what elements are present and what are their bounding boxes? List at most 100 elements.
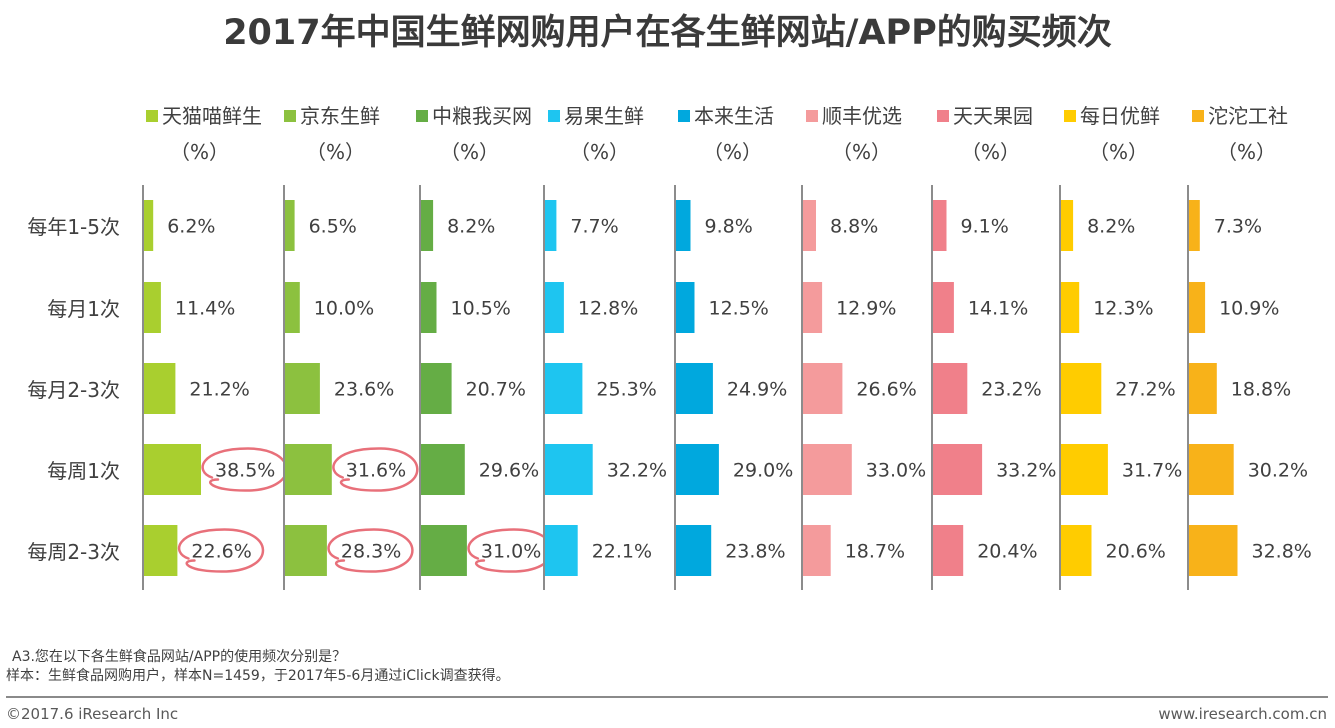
category-label: 每周1次 (47, 459, 120, 483)
data-label: 32.2% (607, 460, 667, 482)
data-label: 10.5% (451, 298, 511, 320)
bar (1061, 282, 1080, 333)
legend-unit-label: （%） (440, 140, 500, 164)
data-label: 20.6% (1106, 541, 1166, 563)
legend-item: 每日优鲜 (1064, 100, 1160, 129)
legend-item: 天猫喵鲜生 (146, 100, 262, 129)
legend-swatch (678, 110, 690, 122)
legend-label: 天天果园 (953, 104, 1033, 128)
bar (545, 363, 583, 414)
legend-swatch (1192, 110, 1204, 122)
bar (421, 444, 465, 495)
data-label: 23.8% (725, 541, 785, 563)
data-label: 32.8% (1252, 541, 1312, 563)
category-label: 每周2-3次 (27, 540, 120, 564)
data-label: 6.2% (167, 216, 215, 238)
bar (285, 444, 332, 495)
legend-label: 京东生鲜 (300, 104, 380, 128)
bar (144, 282, 161, 333)
data-label: 22.6% (191, 541, 251, 563)
chart-title: 2017年中国生鲜网购用户在各生鲜网站/APP的购买频次 (223, 13, 1112, 53)
series-panel: 8.8% 12.9% 26.6% 33.0% 18.7% (801, 185, 926, 590)
highlight-circle (177, 528, 265, 573)
legend-swatch (146, 110, 158, 122)
bar (285, 363, 320, 414)
bar (421, 525, 467, 576)
highlight-circle (327, 528, 414, 573)
legend-label: 中粮我买网 (432, 104, 532, 128)
legend-swatch (1064, 110, 1076, 122)
copyright-text: ©2017.6 iResearch Inc (6, 705, 179, 723)
bar (545, 444, 593, 495)
series-panel: 7.7% 12.8% 25.3% 32.2% 22.1% (543, 185, 667, 590)
data-label: 12.5% (709, 298, 769, 320)
category-label: 每月2-3次 (27, 378, 120, 402)
legend-unit-label: （%） (170, 140, 230, 164)
data-label: 26.6% (856, 379, 916, 401)
bar (285, 282, 300, 333)
bar (1189, 200, 1200, 251)
data-label: 9.8% (705, 216, 753, 238)
bar (144, 363, 176, 414)
data-label: 38.5% (215, 460, 275, 482)
legend-label: 本来生活 (694, 104, 774, 128)
data-label: 25.3% (596, 379, 656, 401)
data-label: 7.3% (1214, 216, 1262, 238)
bar (676, 200, 691, 251)
bar (676, 363, 713, 414)
legend-unit-label: （%） (1217, 140, 1277, 164)
category-label: 每月1次 (47, 297, 120, 321)
data-label: 10.0% (314, 298, 374, 320)
data-label: 24.9% (727, 379, 787, 401)
bar (144, 200, 154, 251)
data-label: 23.2% (981, 379, 1041, 401)
data-label: 18.7% (845, 541, 905, 563)
bar (803, 444, 852, 495)
data-label: 31.7% (1122, 460, 1182, 482)
legend-item: 沱沱工社 (1192, 100, 1288, 129)
bar (933, 363, 968, 414)
legend-item: 京东生鲜 (284, 100, 380, 129)
series-panel: 8.2% 10.5% 20.7% 29.6% 31.0% (419, 185, 554, 590)
bar (421, 282, 437, 333)
data-label: 9.1% (961, 216, 1009, 238)
data-label: 28.3% (341, 541, 401, 563)
data-label: 12.3% (1093, 298, 1153, 320)
data-label: 33.2% (996, 460, 1056, 482)
legend-unit-label: （%） (1089, 140, 1149, 164)
bar (285, 525, 327, 576)
data-label: 8.8% (830, 216, 878, 238)
data-label: 29.0% (733, 460, 793, 482)
bar (545, 525, 578, 576)
data-label: 8.2% (447, 216, 495, 238)
bar (1189, 525, 1238, 576)
data-label: 8.2% (1087, 216, 1135, 238)
data-label: 31.0% (481, 541, 541, 563)
series-panel: 9.8% 12.5% 24.9% 29.0% 23.8% (674, 185, 793, 590)
bar (803, 363, 843, 414)
series-panel: 6.2% 11.4% 21.2% 38.5% 22.6% (142, 185, 288, 590)
legend-item: 顺丰优选 (806, 100, 902, 129)
legend-unit-label: （%） (306, 140, 366, 164)
data-label: 21.2% (189, 379, 249, 401)
data-label: 20.7% (466, 379, 526, 401)
bar (421, 200, 434, 251)
series-panel: 7.3% 10.9% 18.8% 30.2% 32.8% (1187, 185, 1312, 590)
bar (1061, 200, 1074, 251)
bar (933, 282, 954, 333)
bar (933, 525, 964, 576)
legend-label: 每日优鲜 (1080, 104, 1160, 128)
bar (803, 525, 831, 576)
bar (421, 363, 452, 414)
data-label: 33.0% (866, 460, 926, 482)
legend-unit-label: （%） (961, 140, 1021, 164)
data-label: 31.6% (346, 460, 406, 482)
data-label: 30.2% (1248, 460, 1308, 482)
highlight-circle (332, 447, 419, 492)
legend-item: 天天果园 (937, 100, 1033, 129)
data-label: 6.5% (309, 216, 357, 238)
legend-swatch (806, 110, 818, 122)
data-label: 22.1% (592, 541, 652, 563)
survey-question: A3.您在以下各生鲜食品网站/APP的使用频次分别是？ (12, 649, 347, 665)
website-text: www.iresearch.com.cn (1158, 705, 1327, 723)
